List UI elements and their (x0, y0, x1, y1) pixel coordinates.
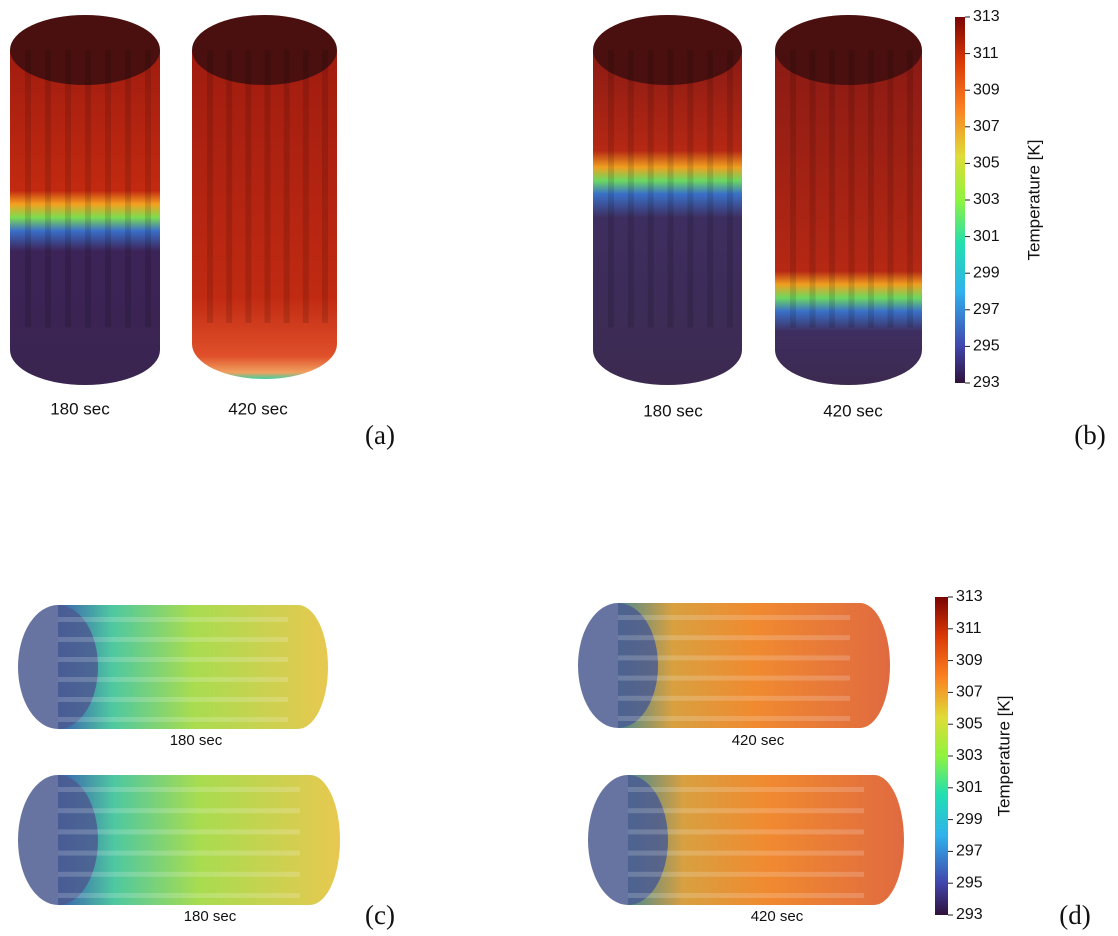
tube (618, 615, 850, 620)
tube (810, 50, 816, 328)
caption: 180 sec (643, 401, 703, 420)
tick-label: 313 (973, 8, 1000, 25)
tube (849, 50, 855, 328)
tick-label: 295 (973, 338, 1000, 355)
tick-label: 313 (956, 588, 983, 605)
panel-label: (b) (1074, 420, 1105, 450)
panel-label: (c) (365, 900, 395, 930)
caption: 420 sec (228, 399, 288, 418)
tube (58, 872, 300, 877)
tick-label: 311 (956, 620, 982, 637)
tube (707, 50, 713, 328)
tube (668, 50, 674, 328)
tube (25, 50, 31, 328)
tube (628, 851, 864, 856)
tube (58, 717, 288, 722)
cylinder (628, 775, 904, 905)
caption: 420 sec (823, 401, 883, 420)
tick-label: 293 (973, 374, 1000, 391)
tube (618, 655, 850, 660)
colorbar-title: Temperature [K] (1024, 140, 1043, 261)
tube (618, 716, 850, 721)
figure: 180 sec 420 sec (a) 180 sec 420 sec (b) 180 se… (0, 0, 1118, 936)
cylinder-end (18, 775, 98, 905)
tube (105, 50, 111, 328)
tube (58, 697, 288, 702)
tube (58, 657, 288, 662)
tick-label: 293 (956, 906, 983, 923)
tick-label: 307 (956, 684, 983, 701)
tube (58, 617, 288, 622)
cylinder-end (588, 775, 668, 905)
tube (125, 50, 131, 328)
tube (628, 50, 634, 328)
tube (628, 808, 864, 813)
tube (58, 808, 300, 813)
tick-label: 309 (956, 652, 983, 669)
tube (226, 50, 232, 323)
tube (58, 677, 288, 682)
tube (790, 50, 796, 328)
tube (608, 50, 614, 328)
tick-label: 297 (956, 843, 983, 860)
tube (628, 893, 864, 898)
tube (245, 50, 251, 323)
caption: 180 sec (50, 399, 110, 418)
cylinder (58, 775, 340, 905)
tube (58, 893, 300, 898)
cylinder-end (18, 605, 98, 729)
tick-label: 303 (956, 747, 983, 764)
caption: 180 sec (184, 908, 237, 925)
tick-label: 301 (973, 228, 1000, 245)
tube (648, 50, 654, 328)
colorbar (935, 597, 948, 915)
caption: 420 sec (751, 908, 804, 925)
cylinder (58, 605, 328, 729)
tube (907, 50, 913, 328)
cylinder (618, 603, 890, 728)
tube (284, 50, 290, 323)
tick-label: 295 (956, 874, 983, 891)
tube (45, 50, 51, 328)
tick-label: 309 (973, 81, 1000, 98)
tube (58, 637, 288, 642)
colorbar-title: Temperature [K] (994, 696, 1013, 817)
tube (207, 50, 213, 323)
tube (58, 851, 300, 856)
tube (65, 50, 71, 328)
tick-label: 299 (973, 264, 1000, 281)
tick-label: 303 (973, 191, 1000, 208)
tube (727, 50, 733, 328)
tube (868, 50, 874, 328)
tick-label: 301 (956, 779, 983, 796)
tube (628, 872, 864, 877)
tube (618, 635, 850, 640)
tube (265, 50, 271, 323)
panel-label: (a) (365, 420, 395, 450)
tube (687, 50, 693, 328)
tube (322, 50, 328, 323)
tick-label: 311 (973, 45, 999, 62)
tube (628, 787, 864, 792)
cylinder-end (578, 603, 658, 728)
tube (618, 676, 850, 681)
tube (829, 50, 835, 328)
tube (145, 50, 151, 328)
tube (303, 50, 309, 323)
caption: 180 sec (170, 732, 223, 749)
tube (888, 50, 894, 328)
tick-label: 305 (973, 155, 1000, 172)
caption: 420 sec (732, 732, 785, 749)
tick-label: 307 (973, 118, 1000, 135)
tube (628, 829, 864, 834)
tick-label: 305 (956, 715, 983, 732)
tube (58, 829, 300, 834)
tube (618, 696, 850, 701)
colorbar (955, 17, 965, 383)
tube (58, 787, 300, 792)
panel-label: (d) (1059, 900, 1090, 930)
tick-label: 297 (973, 301, 1000, 318)
tube (85, 50, 91, 328)
tick-label: 299 (956, 811, 983, 828)
